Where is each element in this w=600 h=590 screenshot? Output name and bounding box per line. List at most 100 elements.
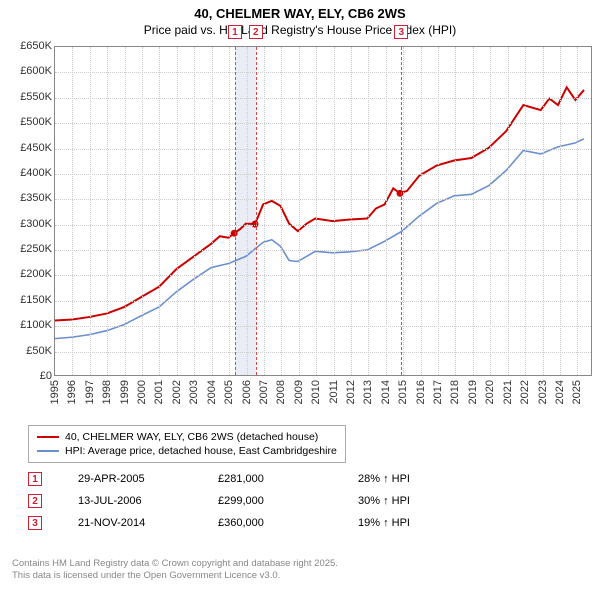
gridline-v	[543, 47, 544, 375]
y-axis-label: £100K	[4, 319, 52, 331]
gridline-v	[264, 47, 265, 375]
x-axis-label: 2005	[223, 380, 235, 404]
event-number: 1	[28, 472, 42, 486]
gridline-v	[72, 47, 73, 375]
y-axis-label: £500K	[4, 116, 52, 128]
legend-swatch	[37, 450, 59, 452]
gridline-v	[351, 47, 352, 375]
x-axis-label: 2020	[484, 380, 496, 404]
x-axis-label: 2002	[171, 380, 183, 404]
x-axis-label: 2013	[362, 380, 374, 404]
gridline-v	[403, 47, 404, 375]
gridline-h	[55, 225, 591, 226]
x-axis-label: 2008	[275, 380, 287, 404]
events-table: 129-APR-2005£281,00028% ↑ HPI213-JUL-200…	[28, 468, 478, 534]
gridline-h	[55, 123, 591, 124]
y-axis-label: £300K	[4, 218, 52, 230]
gridline-v	[525, 47, 526, 375]
event-date: 21-NOV-2014	[78, 517, 218, 529]
y-axis-label: £400K	[4, 167, 52, 179]
event-price: £281,000	[218, 473, 358, 485]
gridline-v	[142, 47, 143, 375]
x-axis-label: 2024	[554, 380, 566, 404]
gridline-h	[55, 149, 591, 150]
event-row: 213-JUL-2006£299,00030% ↑ HPI	[28, 490, 478, 512]
event-marker: 3	[394, 25, 408, 39]
event-date: 29-APR-2005	[78, 473, 218, 485]
legend: 40, CHELMER WAY, ELY, CB6 2WS (detached …	[28, 425, 346, 463]
gridline-v	[368, 47, 369, 375]
y-axis-label: £50K	[4, 345, 52, 357]
x-axis-label: 2017	[432, 380, 444, 404]
x-axis-label: 1998	[101, 380, 113, 404]
x-axis-label: 2009	[293, 380, 305, 404]
legend-label: 40, CHELMER WAY, ELY, CB6 2WS (detached …	[65, 431, 318, 443]
gridline-v	[490, 47, 491, 375]
y-axis-label: £550K	[4, 91, 52, 103]
gridline-h	[55, 326, 591, 327]
line-chart: 123 £0£50K£100K£150K£200K£250K£300K£350K…	[0, 40, 600, 420]
gridline-h	[55, 72, 591, 73]
event-marker: 2	[249, 25, 263, 39]
gridline-v	[508, 47, 509, 375]
gridline-v	[577, 47, 578, 375]
event-date: 13-JUL-2006	[78, 495, 218, 507]
x-axis-label: 2000	[136, 380, 148, 404]
gridline-v	[159, 47, 160, 375]
x-axis-label: 2022	[519, 380, 531, 404]
gridline-h	[55, 174, 591, 175]
gridline-v	[125, 47, 126, 375]
gridline-v	[229, 47, 230, 375]
gridline-v	[281, 47, 282, 375]
gridline-v	[194, 47, 195, 375]
gridline-v	[386, 47, 387, 375]
x-axis-label: 2015	[397, 380, 409, 404]
gridline-v	[473, 47, 474, 375]
gridline-v	[247, 47, 248, 375]
gridline-v	[455, 47, 456, 375]
y-axis-label: £650K	[4, 40, 52, 52]
footnote: Contains HM Land Registry data © Crown c…	[12, 558, 338, 582]
y-axis-label: £600K	[4, 65, 52, 77]
event-delta: 30% ↑ HPI	[358, 495, 478, 507]
gridline-h	[55, 98, 591, 99]
legend-row: 40, CHELMER WAY, ELY, CB6 2WS (detached …	[37, 430, 337, 444]
footnote-line: Contains HM Land Registry data © Crown c…	[12, 558, 338, 570]
footnote-line: This data is licensed under the Open Gov…	[12, 570, 338, 582]
x-axis-label: 2018	[449, 380, 461, 404]
x-axis-label: 2003	[188, 380, 200, 404]
y-axis-label: £350K	[4, 192, 52, 204]
x-axis-label: 2025	[571, 380, 583, 404]
page-title: 40, CHELMER WAY, ELY, CB6 2WS	[0, 0, 600, 21]
y-axis-label: £250K	[4, 243, 52, 255]
gridline-v	[299, 47, 300, 375]
x-axis-label: 1996	[66, 380, 78, 404]
event-number: 3	[28, 516, 42, 530]
event-row: 321-NOV-2014£360,00019% ↑ HPI	[28, 512, 478, 534]
series-line	[55, 139, 584, 339]
legend-swatch	[37, 436, 59, 438]
event-line	[256, 47, 257, 375]
x-axis-label: 2006	[241, 380, 253, 404]
x-axis-label: 2016	[415, 380, 427, 404]
legend-label: HPI: Average price, detached house, East…	[65, 445, 337, 457]
event-number: 2	[28, 494, 42, 508]
x-axis-label: 2014	[380, 380, 392, 404]
gridline-v	[90, 47, 91, 375]
x-axis-label: 2011	[328, 380, 340, 404]
x-axis-label: 2019	[467, 380, 479, 404]
gridline-h	[55, 250, 591, 251]
gridline-v	[107, 47, 108, 375]
x-axis-label: 2021	[502, 380, 514, 404]
event-delta: 19% ↑ HPI	[358, 517, 478, 529]
gridline-v	[560, 47, 561, 375]
gridline-v	[421, 47, 422, 375]
gridline-v	[316, 47, 317, 375]
page-subtitle: Price paid vs. HM Land Registry's House …	[0, 21, 600, 37]
x-axis-label: 2012	[345, 380, 357, 404]
gridline-h	[55, 301, 591, 302]
x-axis-label: 2023	[537, 380, 549, 404]
x-axis-label: 2004	[206, 380, 218, 404]
gridline-v	[177, 47, 178, 375]
gridline-h	[55, 352, 591, 353]
